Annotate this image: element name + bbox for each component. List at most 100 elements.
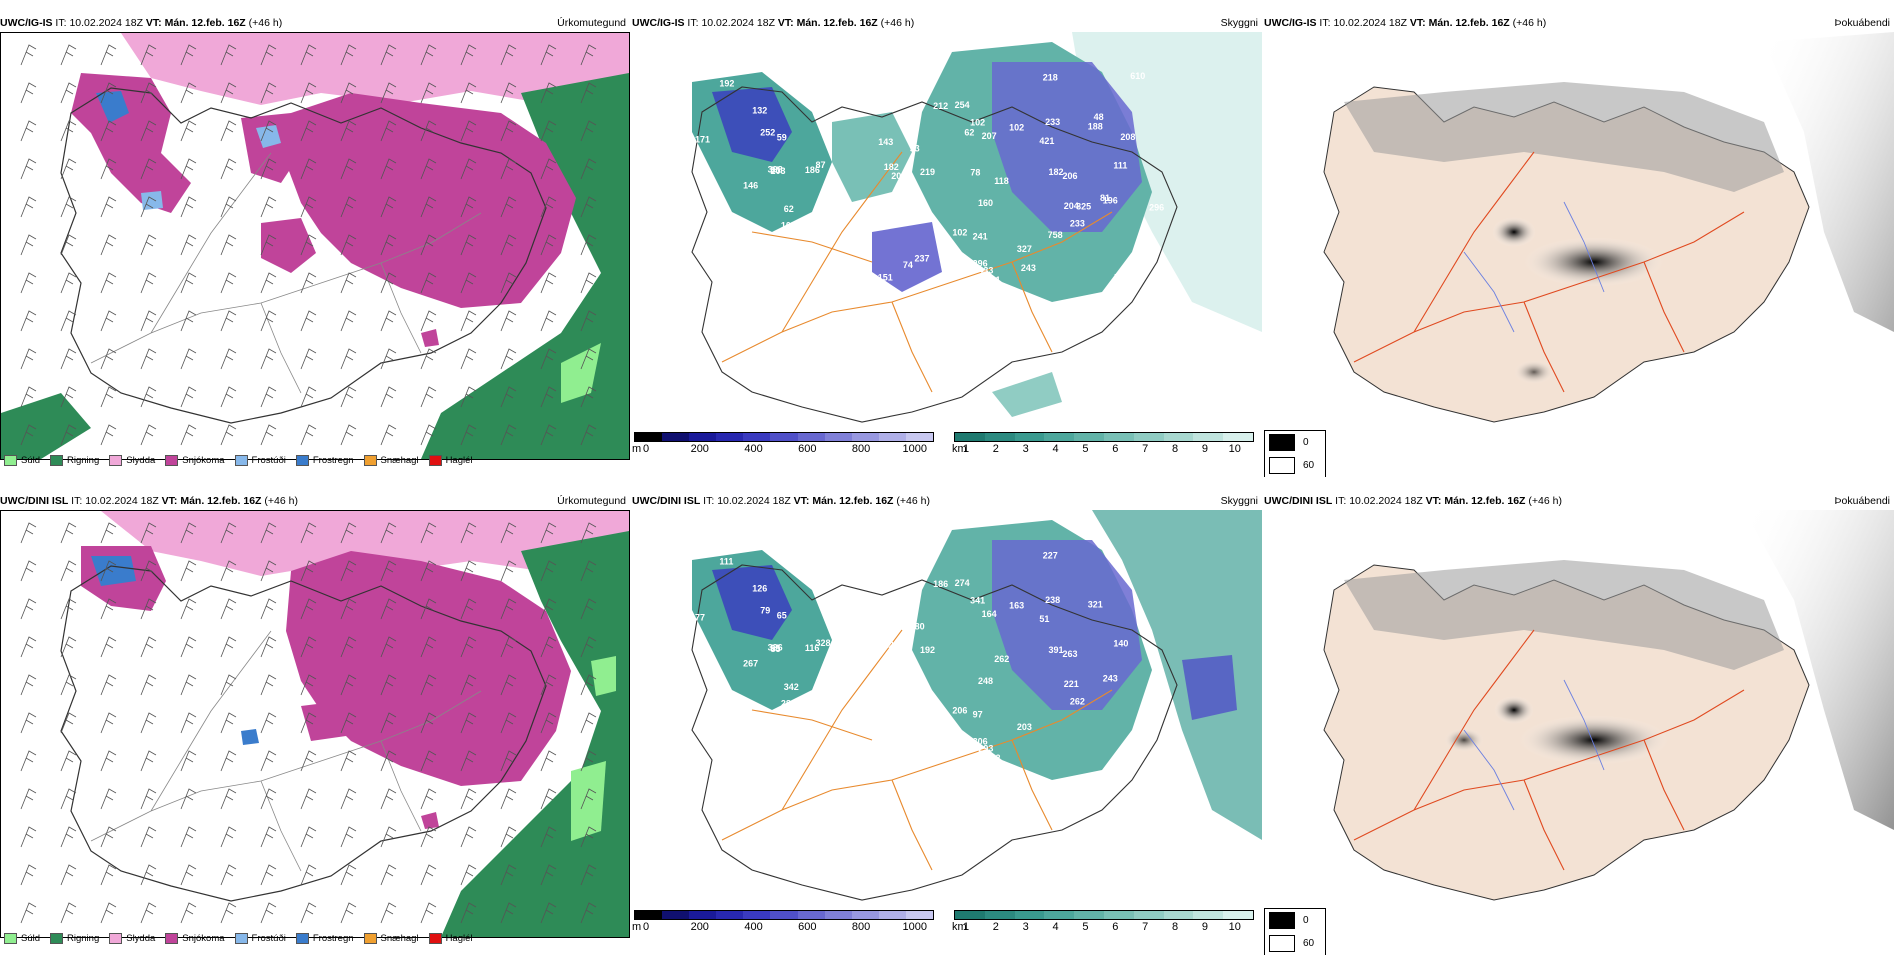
wind-barb-icon <box>140 196 157 218</box>
legend-label: Súld <box>21 932 41 944</box>
wind-barb-icon <box>60 196 77 218</box>
wind-barb-icon <box>180 522 197 544</box>
wind-barb-icon <box>540 44 557 66</box>
wind-barb-icon <box>260 788 277 810</box>
it-label: IT: <box>687 17 699 29</box>
wind-barb-icon <box>260 120 277 142</box>
fog-legend-row: 60 <box>1265 454 1325 477</box>
cloud-base-label: 326 <box>768 643 783 653</box>
wind-barb-icon <box>380 864 397 886</box>
legend-item: Súld <box>4 454 40 466</box>
wind-barb-icon <box>100 272 117 294</box>
wind-barb-icon <box>540 310 557 332</box>
wind-barb-icon <box>180 902 197 924</box>
wind-barb-icon <box>460 348 477 370</box>
colorbar-unit: km <box>952 443 967 455</box>
colorbar-segment <box>662 911 690 919</box>
wind-barb-icon <box>540 348 557 370</box>
colorbar-tick: 6 <box>1112 443 1119 455</box>
wind-barb-icon <box>460 386 477 408</box>
wind-barb-icon <box>100 234 117 256</box>
legend-item: Frostúði <box>234 932 286 944</box>
wind-barb-icon <box>20 234 37 256</box>
cloud-base-label: 171 <box>695 134 710 144</box>
lead-time: (+46 h) <box>248 17 283 29</box>
wind-barb-icon <box>140 348 157 370</box>
legend-swatch <box>165 932 179 944</box>
wind-barb-icon <box>220 234 237 256</box>
wind-barb-icon <box>20 636 37 658</box>
wind-barb-icon <box>340 674 357 696</box>
cloud-base-label: 111 <box>719 556 733 566</box>
wind-barb-icon <box>340 864 357 886</box>
wind-barb-icon <box>100 158 117 180</box>
colorbar-tick: 200 <box>690 921 709 933</box>
colorbar-segment <box>1223 911 1253 919</box>
wind-barb-icon <box>540 788 557 810</box>
wind-barb-icon <box>180 120 197 142</box>
cloud-base-label: 77 <box>695 612 705 622</box>
wind-barb-icon <box>60 750 77 772</box>
wind-barb-icon <box>420 272 437 294</box>
cloud-base-label: 259 <box>903 738 918 748</box>
cloud-base-label: 126 <box>752 584 767 594</box>
panel-header: UWC/DINI ISL IT: 10.02.2024 18Z VT: Mán.… <box>1264 492 1894 510</box>
wind-barb-icon <box>460 902 477 924</box>
legend-item: Rigning <box>50 932 99 944</box>
wind-barb-icon <box>500 522 517 544</box>
wind-barb-icon <box>580 750 597 772</box>
cloud-base-label: 321 <box>1088 600 1103 610</box>
colorbar-segment <box>662 433 690 441</box>
colorbar-tick: 0 <box>642 443 650 455</box>
wind-barb-icon <box>60 674 77 696</box>
cloud-base-ticks: m 0 200 400 600 800 1000 <box>632 442 934 456</box>
fog-legend-row: 0 <box>1265 431 1325 454</box>
wind-barb-icon <box>540 272 557 294</box>
legend-swatch <box>109 454 123 466</box>
it-label: IT: <box>55 17 67 29</box>
wind-barb-icon <box>140 712 157 734</box>
colorbar-tick: 800 <box>851 921 871 933</box>
cloud-base-label: 391 <box>1049 645 1064 655</box>
cloud-base-label: 325 <box>1076 202 1091 212</box>
colorbar-tick: 200 <box>690 443 709 455</box>
cloud-base-label: 262 <box>1070 697 1085 707</box>
wind-barb-icon <box>500 310 517 332</box>
wind-barb-icon <box>220 82 237 104</box>
vt-label: VT: <box>161 495 178 507</box>
wind-barb-icon <box>500 424 517 446</box>
cloud-base-label: 327 <box>1017 244 1032 254</box>
vt-label: VT: <box>777 17 794 29</box>
wind-barb-icon <box>460 788 477 810</box>
cloud-base-label: 676 <box>878 615 893 625</box>
legend-swatch <box>109 932 123 944</box>
wind-barb-icon <box>100 196 117 218</box>
vt-value: Mán. 12.feb. 16Z <box>164 17 246 29</box>
it-value: 10.02.2024 18Z <box>1333 17 1407 29</box>
colorbar-segment <box>689 433 717 441</box>
wind-barb-icon <box>460 310 477 332</box>
wind-barb-icon <box>420 386 437 408</box>
wind-barb-icon <box>220 674 237 696</box>
it-value: 10.02.2024 18Z <box>69 17 143 29</box>
wind-barb-icon <box>340 386 357 408</box>
cloud-base-label: 85 <box>770 165 780 175</box>
wind-barb-icon <box>380 598 397 620</box>
wind-barb-icon <box>380 750 397 772</box>
wind-barb-icon <box>580 522 597 544</box>
panel-title: Þokuábendi <box>1834 17 1890 29</box>
wind-barb-icon <box>300 120 317 142</box>
cloud-base-label: 93 <box>910 144 920 154</box>
legend-label: Frostúði <box>251 932 286 944</box>
panel-title: Skyggni <box>1220 495 1258 507</box>
cloud-base-label: 341 <box>970 595 985 605</box>
legend-label: Haglél <box>445 454 473 466</box>
wind-barb-icon <box>180 560 197 582</box>
wind-barb-icon <box>340 902 357 924</box>
cloud-base-label: 116 <box>733 703 748 713</box>
wind-barb-icon <box>340 424 357 446</box>
colorbar-tick: 9 <box>1201 921 1208 933</box>
legend-swatch <box>363 454 377 466</box>
legend-item: Frostregn <box>295 454 354 466</box>
cloud-map: 192 121 59 252 321 87 186 398 203 85 171 105 62 132 15… <box>632 32 1262 460</box>
